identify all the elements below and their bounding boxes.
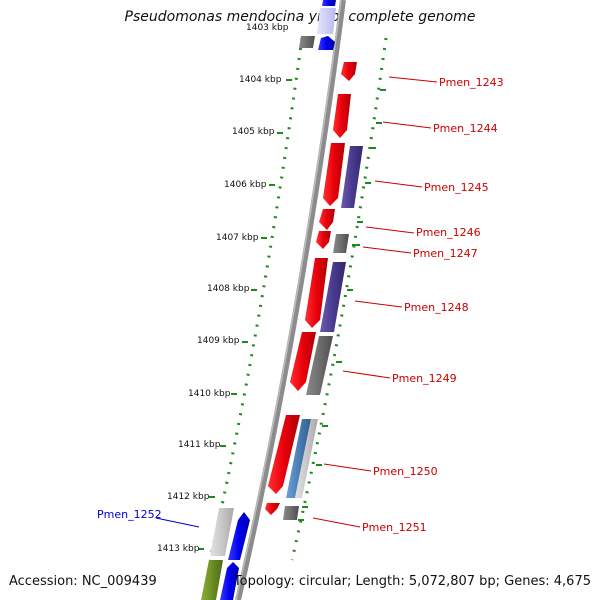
gene-pmen-1245[interactable] [323,143,345,206]
genome-summary-text: Topology: circular; Length: 5,072,807 bp… [233,574,591,589]
gene-pmen-1248-cog[interactable] [320,262,346,332]
gene-pmen-1246[interactable] [319,209,335,230]
gene-pmen-1250-cog-a[interactable] [286,419,311,498]
genome-backbone [235,0,346,600]
gene-pmen-1249-cog[interactable] [306,336,333,395]
tick-label-1410: 1410 kbp [188,389,231,399]
gene-pmen-1248[interactable] [305,258,328,328]
tick-label-1408: 1408 kbp [207,284,250,294]
gene-labels: Pmen_1243 Pmen_1244 Pmen_1245 Pmen_1246 … [97,76,504,534]
gene-bottom-olive[interactable] [201,560,223,600]
gene-pmen-1250-cog-b[interactable] [295,419,318,498]
gene-pmen-1251-cog[interactable] [283,506,299,520]
map-title: Pseudomonas mendocina ymp, complete geno… [124,9,476,25]
label-pmen-1248: Pmen_1248 [404,301,469,314]
label-pmen-1247: Pmen_1247 [413,247,478,260]
gene-bottom-blue[interactable] [220,562,239,600]
gene-pmen-1250[interactable] [268,415,300,494]
gene-top-blue-edge[interactable] [322,0,336,6]
label-pmen-1245: Pmen_1245 [424,181,489,194]
tick-label-1406: 1406 kbp [224,180,267,190]
gene-pmen-1247-cog[interactable] [333,234,349,253]
tick-label-1412: 1412 kbp [167,492,210,502]
gene-top-gray[interactable] [299,36,315,48]
gene-pmen-1249[interactable] [290,332,316,391]
tick-label-1411: 1411 kbp [178,440,221,450]
gene-pmen-1247[interactable] [316,231,331,249]
gene-pmen-1252-cog[interactable] [210,508,234,556]
gene-pmen-1244[interactable] [333,94,351,138]
inner-ring-ticks [198,79,292,550]
label-pmen-1246: Pmen_1246 [416,226,481,239]
label-pmen-1250: Pmen_1250 [373,465,438,478]
gene-pmen-1243[interactable] [341,62,357,81]
label-pmen-1244: Pmen_1244 [433,122,498,135]
gene-pmen-1245-cog[interactable] [341,146,363,208]
kbp-tick-labels: 1403 kbp 1404 kbp 1405 kbp 1406 kbp 1407… [157,23,289,554]
tick-label-1413: 1413 kbp [157,544,200,554]
gene-pmen-1251[interactable] [265,503,280,515]
outer-dotted-ring [290,37,388,561]
label-pmen-1251: Pmen_1251 [362,521,427,534]
accession-text: Accession: NC_009439 [9,574,157,589]
label-leader-lines [155,76,438,528]
genome-backbone-highlight [235,0,342,600]
gene-pmen-1252[interactable] [228,512,250,560]
gene-top-pale[interactable] [317,8,336,34]
tick-label-1404: 1404 kbp [239,75,282,85]
label-pmen-1243: Pmen_1243 [439,76,504,89]
tick-label-1407: 1407 kbp [216,233,259,243]
inner-dotted-ring [208,37,304,561]
outer-ring-ticks [298,89,386,521]
gene-top-blue[interactable] [318,36,335,50]
label-pmen-1252: Pmen_1252 [97,508,162,521]
label-pmen-1249: Pmen_1249 [392,372,457,385]
tick-label-1409: 1409 kbp [197,336,240,346]
tick-label-1403: 1403 kbp [246,23,289,33]
tick-label-1405: 1405 kbp [232,127,275,137]
